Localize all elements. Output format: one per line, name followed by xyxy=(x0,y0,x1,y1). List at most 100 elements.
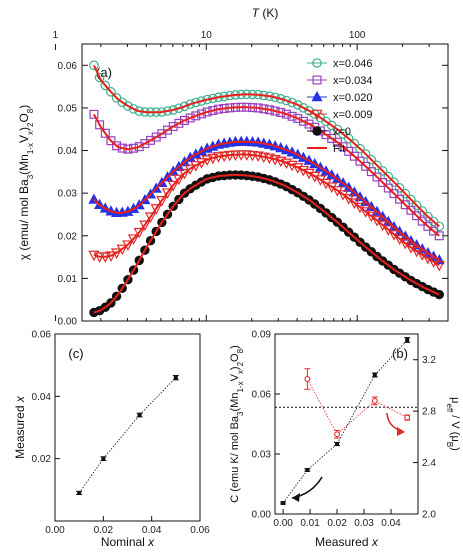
connect-line-b xyxy=(282,339,408,504)
y-tick-label-right-b: 3.2 xyxy=(422,355,436,366)
data-point-a xyxy=(106,136,116,146)
y-tick-label-b: 0.06 xyxy=(252,390,272,401)
data-point-a xyxy=(344,146,354,156)
data-point-a xyxy=(185,113,195,123)
panel-label-b: (b) xyxy=(392,346,408,361)
data-point-a xyxy=(281,109,291,119)
data-point-a xyxy=(400,188,411,199)
data-point-c xyxy=(137,413,142,418)
x-tick-label-b: 0.03 xyxy=(354,518,374,529)
y-tick-label-right-b: 2.8 xyxy=(422,407,436,418)
data-point-a xyxy=(394,183,405,193)
data-point-a xyxy=(173,174,185,186)
data-point-a xyxy=(338,129,348,139)
data-point-a xyxy=(412,211,422,221)
data-point-a xyxy=(292,100,303,110)
data-point-a xyxy=(287,111,297,121)
data-point-a xyxy=(196,96,207,106)
y-tick-label-a: 0.00 xyxy=(58,317,78,328)
data-point-a xyxy=(144,212,157,223)
x-axis-title-a: T (K) xyxy=(252,6,279,20)
x-tick-label-c: 0.00 xyxy=(45,525,65,536)
x-axis-title-b: Measured x xyxy=(315,535,379,549)
data-point-a xyxy=(128,104,139,114)
data-point-a xyxy=(378,177,388,187)
plot-frame-b xyxy=(274,333,419,515)
y-tick-label-c: 0.06 xyxy=(32,330,52,341)
series-b-0 xyxy=(280,337,411,505)
data-point-a xyxy=(411,200,422,211)
data-point-a xyxy=(293,113,303,123)
data-point-a xyxy=(106,87,116,97)
plot-frame-a xyxy=(81,43,449,322)
series-a-2 xyxy=(88,135,445,265)
data-point-a xyxy=(429,226,439,236)
data-point-a xyxy=(372,160,382,171)
data-point-b xyxy=(371,397,378,404)
arrow-right-head xyxy=(397,427,405,436)
chart-b: 0.00 0.01 0.02 0.03 0.04 0.00 0.03 0.06 0.09 2.0 2… xyxy=(229,330,461,550)
data-point-a xyxy=(112,141,122,151)
fit-line-a xyxy=(93,153,440,267)
data-point-a xyxy=(100,80,111,91)
data-point-a xyxy=(94,72,105,83)
y-tick-label-b: 0.03 xyxy=(252,450,272,461)
data-point-a xyxy=(127,234,140,245)
plot-frame-c xyxy=(54,333,201,522)
data-point-b xyxy=(334,431,341,438)
data-point-a xyxy=(140,139,150,149)
y-tick-label-b: 0.09 xyxy=(252,330,272,341)
series-b-1 xyxy=(304,368,411,439)
data-point-a xyxy=(174,103,184,114)
data-point-c xyxy=(173,375,178,380)
data-point-a xyxy=(156,196,168,207)
data-point-b xyxy=(281,501,286,505)
legend-marker xyxy=(312,126,322,136)
data-point-a xyxy=(298,116,308,126)
data-point-a xyxy=(372,172,382,182)
x-tick-label-b: 0.01 xyxy=(300,518,320,529)
y-tick-label-a: 0.04 xyxy=(58,146,78,157)
data-point-c xyxy=(101,456,106,461)
data-point-a xyxy=(304,119,314,129)
data-point-a xyxy=(146,135,156,145)
data-point-a xyxy=(185,99,195,110)
data-point-a xyxy=(174,118,184,128)
data-point-a xyxy=(400,200,410,210)
data-point-a xyxy=(287,97,297,108)
data-point-a xyxy=(338,142,348,152)
arrow-left-axis xyxy=(291,476,323,499)
y-tick-label-right-b: 2.4 xyxy=(422,458,436,469)
legend-label: x=0 xyxy=(333,126,351,138)
data-point-c xyxy=(77,490,82,495)
series-a-4 xyxy=(89,170,444,318)
legend-label: x=0.046 xyxy=(333,58,372,70)
fit-line-a xyxy=(93,140,440,261)
data-point-a xyxy=(191,97,201,108)
y-tick-label-c: 0.02 xyxy=(32,454,52,465)
data-point-a xyxy=(168,121,178,131)
data-point-a xyxy=(383,183,393,193)
fit-line-a xyxy=(93,106,440,237)
data-point-a xyxy=(179,101,190,112)
data-point-a xyxy=(275,94,286,104)
legend-a: x=0.046 x=0.034 x=0.020 x=0.009 x=0 Fit xyxy=(307,58,372,155)
x-tick-label-a: 100 xyxy=(349,30,366,41)
data-point-a xyxy=(366,167,376,177)
x-tick-label-c: 0.02 xyxy=(94,525,114,536)
data-point-a xyxy=(180,115,190,125)
legend-label: x=0.020 xyxy=(333,92,372,104)
data-point-a xyxy=(428,216,439,227)
x-tick-label-a: 10 xyxy=(201,30,213,41)
data-point-a xyxy=(332,137,342,147)
data-point-a xyxy=(366,154,377,165)
data-point-a xyxy=(349,138,360,149)
data-point-a xyxy=(89,109,99,119)
data-point-a xyxy=(389,189,399,199)
data-point-a xyxy=(161,188,174,199)
x-axis-title-c: Nominal x xyxy=(101,535,155,549)
data-point-a xyxy=(89,60,99,71)
y-axis-title-right-b: μeff / V (μB) xyxy=(446,397,462,451)
y-tick-label-a: 0.03 xyxy=(58,189,78,200)
